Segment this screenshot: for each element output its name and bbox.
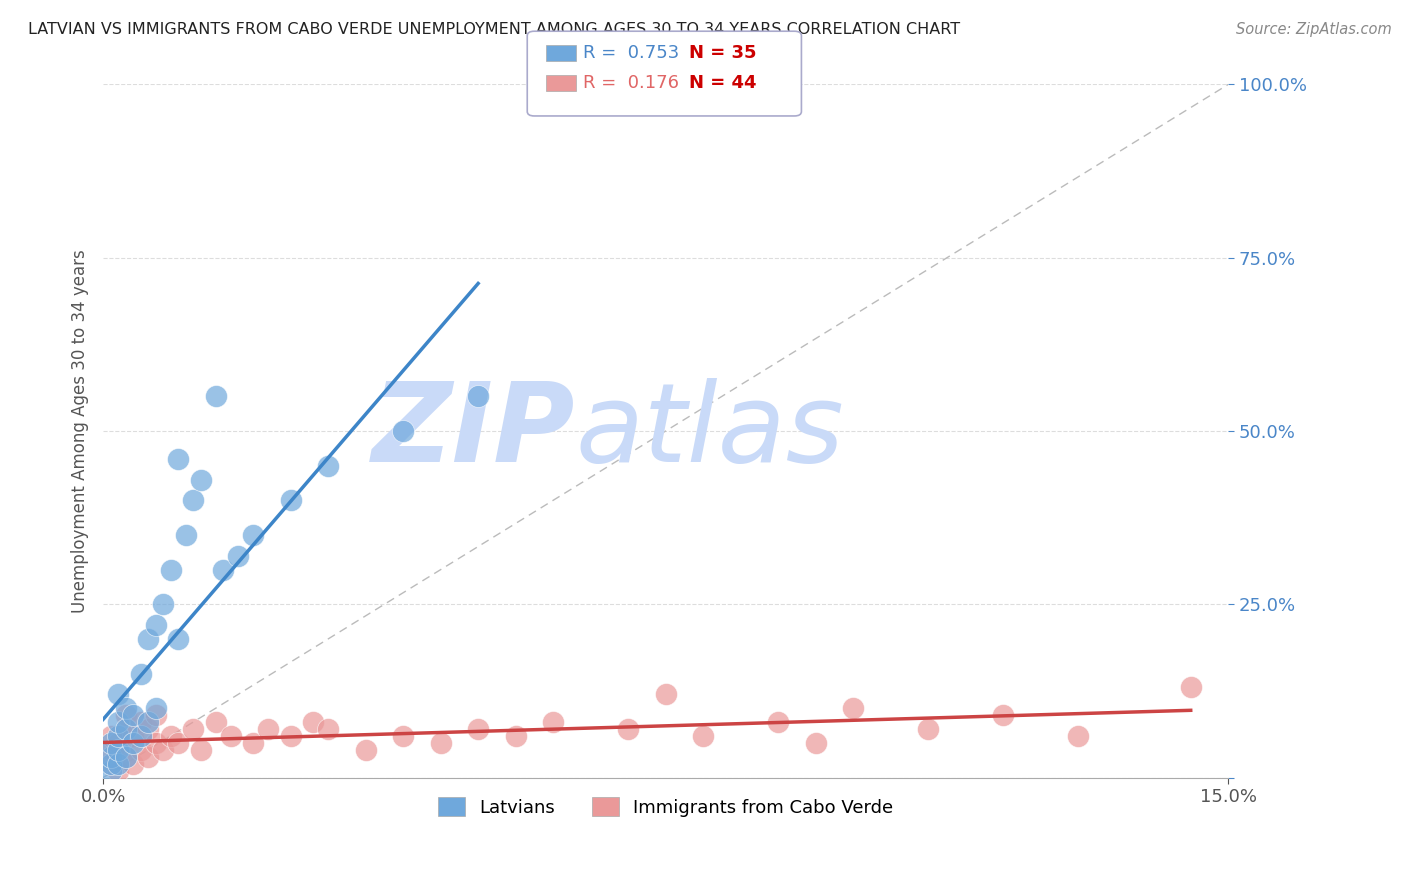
Point	[100, 743, 122, 757]
Point	[204, 715, 226, 730]
Point	[1180, 681, 1202, 695]
Point	[107, 687, 129, 701]
Point	[122, 736, 145, 750]
Point	[107, 764, 129, 778]
Point	[467, 389, 489, 403]
Point	[280, 493, 302, 508]
Point	[129, 715, 152, 730]
Point	[152, 743, 174, 757]
Point	[212, 563, 235, 577]
Point	[100, 736, 122, 750]
Point	[190, 743, 212, 757]
Point	[136, 749, 159, 764]
Point	[114, 701, 136, 715]
Point	[114, 722, 136, 736]
Point	[167, 632, 190, 646]
Legend: Latvians, Immigrants from Cabo Verde: Latvians, Immigrants from Cabo Verde	[430, 790, 900, 824]
Text: R =  0.753: R = 0.753	[583, 44, 679, 62]
Point	[122, 708, 145, 723]
Point	[1067, 729, 1090, 743]
Text: atlas: atlas	[575, 377, 844, 484]
Point	[316, 458, 339, 473]
Point	[100, 749, 122, 764]
Point	[842, 701, 865, 715]
Point	[122, 729, 145, 743]
Point	[226, 549, 249, 563]
Point	[100, 756, 122, 771]
Point	[190, 473, 212, 487]
Point	[692, 729, 714, 743]
Point	[257, 722, 280, 736]
Point	[136, 632, 159, 646]
Point	[541, 715, 564, 730]
Point	[107, 729, 129, 743]
Point	[107, 743, 129, 757]
Point	[467, 722, 489, 736]
Text: ZIP: ZIP	[373, 377, 575, 484]
Point	[114, 749, 136, 764]
Point	[617, 722, 640, 736]
Point	[145, 701, 167, 715]
Point	[100, 756, 122, 771]
Point	[167, 451, 190, 466]
Point	[114, 708, 136, 723]
Point	[122, 756, 145, 771]
Text: N = 44: N = 44	[689, 74, 756, 92]
Point	[114, 749, 136, 764]
Point	[804, 736, 827, 750]
Point	[766, 715, 789, 730]
Point	[145, 736, 167, 750]
Point	[181, 493, 204, 508]
Point	[107, 756, 129, 771]
Point	[204, 389, 226, 403]
Point	[129, 743, 152, 757]
Point	[136, 715, 159, 730]
Text: LATVIAN VS IMMIGRANTS FROM CABO VERDE UNEMPLOYMENT AMONG AGES 30 TO 34 YEARS COR: LATVIAN VS IMMIGRANTS FROM CABO VERDE UN…	[28, 22, 960, 37]
Text: Source: ZipAtlas.com: Source: ZipAtlas.com	[1236, 22, 1392, 37]
Point	[174, 528, 197, 542]
Point	[242, 736, 264, 750]
Point	[107, 736, 129, 750]
Text: N = 35: N = 35	[689, 44, 756, 62]
Point	[100, 729, 122, 743]
Point	[159, 563, 181, 577]
Y-axis label: Unemployment Among Ages 30 to 34 years: Unemployment Among Ages 30 to 34 years	[72, 249, 89, 613]
Point	[654, 687, 676, 701]
Point	[129, 666, 152, 681]
Point	[392, 424, 415, 438]
Point	[152, 597, 174, 611]
Point	[107, 715, 129, 730]
Text: R =  0.176: R = 0.176	[583, 74, 679, 92]
Point	[136, 722, 159, 736]
Point	[242, 528, 264, 542]
Point	[392, 729, 415, 743]
Point	[181, 722, 204, 736]
Point	[114, 722, 136, 736]
Point	[429, 736, 451, 750]
Point	[993, 708, 1015, 723]
Point	[145, 708, 167, 723]
Point	[219, 729, 242, 743]
Point	[159, 729, 181, 743]
Point	[354, 743, 377, 757]
Point	[100, 764, 122, 778]
Point	[167, 736, 190, 750]
Point	[917, 722, 939, 736]
Point	[129, 729, 152, 743]
Point	[505, 729, 527, 743]
Point	[316, 722, 339, 736]
Point	[302, 715, 325, 730]
Point	[145, 618, 167, 632]
Point	[280, 729, 302, 743]
